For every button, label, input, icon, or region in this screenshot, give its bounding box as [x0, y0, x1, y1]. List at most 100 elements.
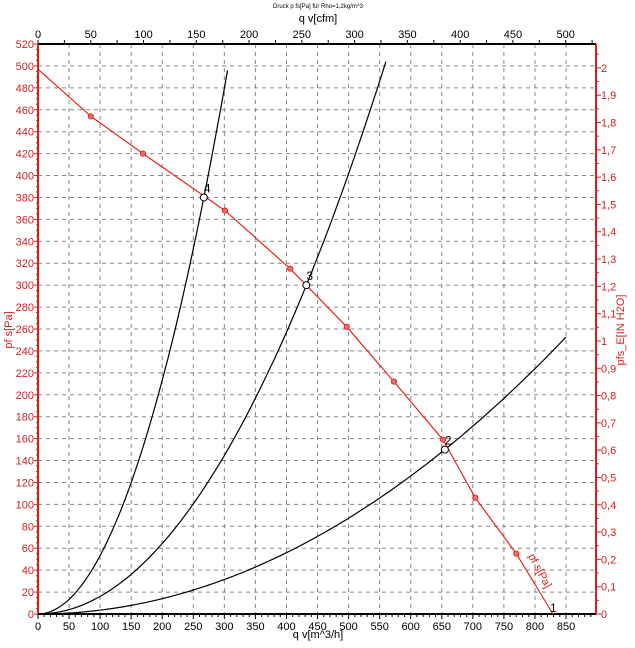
x-tick-label: 300 [215, 621, 233, 633]
x-tick-label: 0 [35, 621, 41, 633]
y2-tick-label: 1,2 [601, 281, 616, 293]
x-tick-label: 500 [339, 621, 357, 633]
x2-tick-label: 200 [240, 29, 258, 41]
x-tick-label: 800 [526, 621, 544, 633]
y2-tick-label: 1,7 [601, 145, 616, 157]
y-tick-label: 260 [16, 324, 34, 336]
y2-tick-label: 1,3 [601, 254, 616, 266]
y-tick-label: 120 [16, 477, 34, 489]
operating-point-label: 2 [445, 434, 452, 448]
x-tick-label: 600 [402, 621, 420, 633]
y-tick-label: 360 [16, 214, 34, 226]
fan-curve-marker [87, 113, 94, 120]
system-curve-3 [38, 61, 387, 615]
fan-curve-marker [343, 323, 350, 330]
operating-point-label: 4 [204, 181, 211, 195]
y-tick-label: 380 [16, 192, 34, 204]
system-curve-2 [38, 336, 567, 615]
x2-tick-label: 350 [398, 29, 416, 41]
x2-tick-label: 50 [85, 29, 97, 41]
y-tick-label: 420 [16, 149, 34, 161]
y2-tick-label: 0,6 [601, 445, 616, 457]
y-tick-label: 280 [16, 302, 34, 314]
y2-tick-label: 1,8 [601, 118, 616, 130]
fan-curve-marker [472, 494, 479, 501]
x2-tick-label: 500 [557, 29, 575, 41]
chart-title: Druck p fs[Pa] für Rho=1,2kg/m^3 [273, 4, 364, 10]
y-tick-label: 220 [16, 368, 34, 380]
y-tick-label: 180 [16, 412, 34, 424]
y-tick-label: 140 [16, 456, 34, 468]
y-tick-label: 480 [16, 83, 34, 95]
x2-tick-label: 150 [187, 29, 205, 41]
x-tick-label: 200 [153, 621, 171, 633]
x2-tick-label: 250 [293, 29, 311, 41]
fan-curve-marker [390, 378, 398, 385]
x-tick-label: 550 [370, 621, 388, 633]
right-axis-label: pfs_E[IN H2O] [615, 295, 627, 366]
operating-point-2 [440, 445, 449, 454]
x-tick-label: 50 [63, 621, 75, 633]
y2-tick-label: 0,8 [601, 391, 616, 403]
y-tick-label: 400 [16, 171, 34, 183]
y-tick-label: 240 [16, 346, 34, 358]
operating-point-label: 1 [550, 601, 557, 615]
x2-tick-label: 100 [134, 29, 152, 41]
x-tick-label: 450 [308, 621, 326, 633]
y-tick-label: 520 [16, 39, 34, 51]
x-tick-label: 350 [246, 621, 264, 633]
y-tick-label: 300 [16, 280, 34, 292]
x2-tick-label: 400 [451, 29, 469, 41]
fan-curve-marker [287, 265, 294, 272]
y-tick-label: 320 [16, 258, 34, 270]
y2-tick-label: 1,5 [601, 199, 616, 211]
curves [37, 61, 567, 615]
bottom-axis-label: q v[m^3/h] [293, 629, 343, 641]
y2-tick-label: 0,9 [601, 363, 616, 375]
fan-curve [37, 68, 554, 615]
y2-tick-label: 1,9 [601, 90, 616, 102]
x-tick-label: 150 [122, 621, 140, 633]
y2-tick-label: 0,3 [601, 527, 616, 539]
left-axis-label: pf s[Pa] [3, 311, 15, 348]
system-curve-4 [37, 70, 229, 615]
y2-tick-label: 0 [601, 609, 607, 621]
fan-curve-marker [139, 150, 147, 157]
y-tick-label: 160 [16, 434, 34, 446]
y-tick-label: 100 [16, 499, 34, 511]
x-tick-label: 700 [464, 621, 482, 633]
x-tick-label: 100 [91, 621, 109, 633]
x-tick-label: 850 [557, 621, 575, 633]
y-tick-label: 500 [16, 61, 34, 73]
y-tick-label: 80 [22, 521, 34, 533]
y2-tick-label: 1 [601, 336, 607, 348]
points: 4 3 2 1 [87, 113, 557, 615]
fan-curve-marker [513, 550, 520, 557]
y-tick-label: 340 [16, 236, 34, 248]
top-axis-label: q v[cfm] [299, 13, 338, 25]
y-tick-label: 460 [16, 105, 34, 117]
operating-point-4 [199, 193, 208, 202]
fan-curve-marker [221, 207, 229, 214]
y2-tick-label: 0,4 [601, 500, 616, 512]
y2-tick-label: 1,6 [601, 172, 616, 184]
x-tick-label: 400 [277, 621, 295, 633]
y-tick-label: 20 [22, 587, 34, 599]
y2-tick-label: 2 [601, 63, 607, 75]
y-tick-label: 60 [22, 543, 34, 555]
fan-curve-marker [439, 436, 447, 443]
fan-curve-label: pf s[Pa] [525, 552, 553, 591]
y-tick-label: 40 [22, 565, 34, 577]
y2-tick-label: 0,7 [601, 418, 616, 430]
x2-tick-label: 0 [35, 29, 41, 41]
y-tick-label: 200 [16, 390, 34, 402]
x-tick-label: 750 [495, 621, 513, 633]
y-tick-label: 440 [16, 127, 34, 139]
x2-tick-label: 450 [504, 29, 522, 41]
x-tick-label: 650 [433, 621, 451, 633]
y2-tick-label: 0,5 [601, 472, 616, 484]
operating-point-3 [302, 281, 311, 290]
y2-tick-label: 1,4 [601, 227, 616, 239]
y2-tick-label: 0,1 [601, 582, 616, 594]
